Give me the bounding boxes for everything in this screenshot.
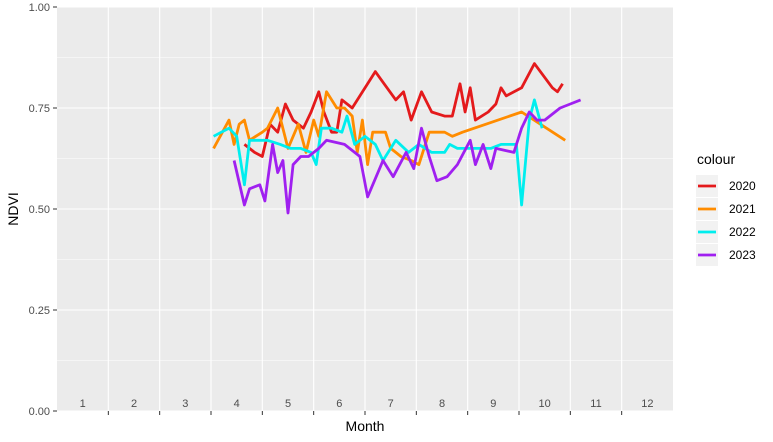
- x-tick-label: 4: [234, 398, 240, 410]
- y-tick-label: 0.25: [29, 305, 50, 317]
- y-tick-label: 0.00: [29, 406, 50, 418]
- x-axis-title: Month: [346, 418, 385, 434]
- series-line-2023: [232, 98, 582, 215]
- x-tick-label: 2: [131, 398, 137, 410]
- legend-label-2023: 2023: [729, 248, 756, 262]
- y-tick-label: 0.50: [29, 204, 50, 216]
- legend-label-2020: 2020: [729, 179, 756, 193]
- y-axis-title: NDVI: [5, 192, 21, 225]
- y-tick-label: 0.75: [29, 103, 50, 115]
- major-gridlines: [57, 6, 673, 412]
- x-tick-marks: [107, 411, 623, 415]
- legend-label-2021: 2021: [729, 202, 756, 216]
- series-line-2020: [243, 62, 564, 158]
- x-tick-label: 7: [388, 398, 394, 410]
- x-tick-label: 12: [641, 398, 653, 410]
- legend-label-2022: 2022: [729, 225, 756, 239]
- x-tick-labels: 1 2 3 4 5 6 7 8 9 10 11 12: [80, 398, 654, 410]
- x-tick-label: 9: [490, 398, 496, 410]
- x-tick-label: 8: [439, 398, 445, 410]
- x-tick-label: 1: [80, 398, 86, 410]
- y-tick-label: 1.00: [29, 2, 50, 14]
- series-lines: [212, 62, 582, 215]
- legend: colour 2020 2021 2022 2023: [696, 151, 756, 266]
- legend-title: colour: [697, 151, 735, 167]
- x-tick-label: 3: [182, 398, 188, 410]
- series-line-2022: [212, 98, 544, 207]
- x-tick-label: 5: [285, 398, 291, 410]
- x-tick-label: 10: [539, 398, 551, 410]
- x-tick-label: 6: [336, 398, 342, 410]
- y-ticks: 0.00 0.25 0.50 0.75 1.00: [29, 2, 57, 418]
- x-tick-label: 11: [590, 398, 601, 410]
